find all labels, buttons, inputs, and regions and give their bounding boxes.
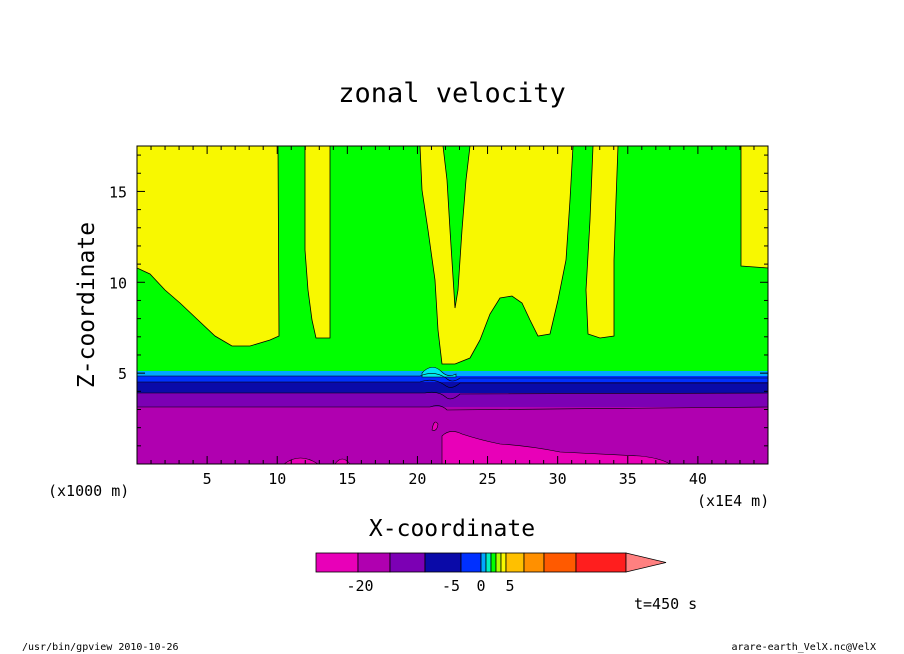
colorbar-segment xyxy=(490,552,497,573)
band-blue xyxy=(137,376,768,382)
colorbar-segment xyxy=(523,552,545,573)
colorbar-segment xyxy=(480,552,487,573)
x-tick-label: 30 xyxy=(549,470,567,488)
colorbar-segment xyxy=(505,552,525,573)
region-yellow-right xyxy=(740,145,769,269)
x-axis-ticks: 5 10 15 20 25 30 35 40 xyxy=(150,146,755,488)
colorbar-segment xyxy=(315,552,359,573)
time-label: t=450 s xyxy=(634,595,697,613)
contour-field xyxy=(136,145,769,465)
chart-title: zonal velocity xyxy=(338,78,566,109)
x-tick-label: 20 xyxy=(408,470,426,488)
colorbar-segment xyxy=(460,552,482,573)
colorbar-label: 5 xyxy=(505,577,514,595)
colorbar-label: -20 xyxy=(346,577,373,595)
colorbar-segment xyxy=(495,552,502,573)
x-units-right: (x1E4 m) xyxy=(697,492,769,510)
x-tick-label: 10 xyxy=(268,470,286,488)
x-tick-label: 25 xyxy=(479,470,497,488)
region-yellow-4 xyxy=(585,145,619,339)
bump-cyan xyxy=(421,366,457,378)
colorbar-label: -5 xyxy=(442,577,460,595)
colorbar-arrow xyxy=(625,552,667,573)
colorbar-segment xyxy=(389,552,426,573)
footer-left: /usr/bin/gpview 2010-10-26 xyxy=(22,642,179,653)
footer-right: arare-earth_VelX.nc@VelX xyxy=(732,642,877,653)
region-yellow-left xyxy=(136,145,280,347)
x-tick-label: 5 xyxy=(203,470,212,488)
x-tick-label: 40 xyxy=(689,470,707,488)
plot-frame xyxy=(136,145,769,465)
x-tick-label: 15 xyxy=(338,470,356,488)
colorbar-segment xyxy=(575,552,627,573)
colorbar-segment xyxy=(500,552,507,573)
region-yellow-2 xyxy=(304,145,331,339)
y-axis-label: Z-coordinate xyxy=(74,222,100,388)
colorbar-segment xyxy=(543,552,577,573)
y-tick-label: 15 xyxy=(109,183,127,201)
patch-pink-center xyxy=(441,431,672,465)
y-axis-ticks: 5 10 15 xyxy=(109,154,768,447)
y-tick-label: 5 xyxy=(118,365,127,383)
colorbar-label: 0 xyxy=(476,577,485,595)
patch-pink-small xyxy=(431,421,439,431)
x-axis-label: X-coordinate xyxy=(369,516,535,542)
colorbar-segment xyxy=(357,552,391,573)
y-tick-label: 10 xyxy=(109,274,127,292)
band-purple xyxy=(137,393,768,407)
x-tick-label: 35 xyxy=(619,470,637,488)
region-yellow-3 xyxy=(419,145,574,365)
colorbar-segment xyxy=(424,552,462,573)
colorbar: -20 -5 0 5 xyxy=(315,552,667,595)
band-cyan xyxy=(137,371,768,376)
colorbar-segment xyxy=(485,552,492,573)
x-units-left: (x1000 m) xyxy=(48,482,129,500)
